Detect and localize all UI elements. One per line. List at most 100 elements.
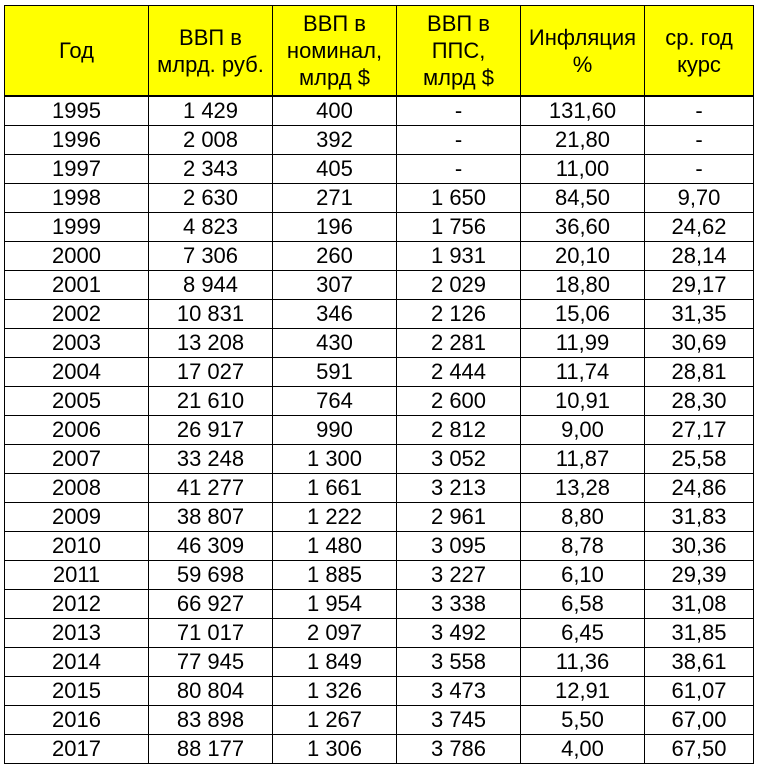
table-cell: 66 927	[148, 589, 273, 619]
table-cell: 392	[272, 125, 397, 155]
table-cell: 20,10	[520, 241, 645, 271]
table-cell: 28,14	[644, 241, 754, 271]
table-cell: 27,17	[644, 415, 754, 445]
table-cell: 24,86	[644, 473, 754, 503]
table-cell: 3 227	[396, 560, 521, 590]
table-cell: 2 029	[396, 270, 521, 300]
table-cell: 31,08	[644, 589, 754, 619]
table-cell: 2006	[4, 415, 149, 445]
column-header: Год	[4, 5, 149, 97]
column-header-line: курс	[677, 51, 721, 77]
table-cell: 67,00	[644, 705, 754, 735]
table-cell: 88 177	[148, 734, 273, 764]
table-cell: 10 831	[148, 299, 273, 329]
table-cell: 400	[272, 95, 397, 126]
table-cell: 21 610	[148, 386, 273, 416]
table-cell: 2 281	[396, 328, 521, 358]
column-header-line: ВВП в	[427, 11, 490, 36]
table-cell: 764	[272, 386, 397, 416]
table-cell: 1 326	[272, 676, 397, 706]
column-header-line: ср. год	[665, 24, 733, 50]
table-cell: 80 804	[148, 676, 273, 706]
table-cell: -	[644, 125, 754, 155]
table-cell: 1 267	[272, 705, 397, 735]
table-cell: -	[644, 95, 754, 126]
table-cell: 2016	[4, 705, 149, 735]
column-header-line: %	[572, 51, 593, 77]
table-cell: 4,00	[520, 734, 645, 764]
table-cell: 196	[272, 212, 397, 242]
table-row: 2003 13 208 430 2 281 11,99 30,69	[4, 328, 754, 358]
table-cell: -	[396, 95, 521, 126]
column-header-line: ВВП в	[303, 11, 366, 36]
table-cell: 1 661	[272, 473, 397, 503]
table-cell: 13,28	[520, 473, 645, 503]
column-header-line: ППС,	[431, 38, 486, 63]
table-row: 2006 26 917 990 2 812 9,00 27,17	[4, 415, 754, 445]
table-cell: 1 954	[272, 589, 397, 619]
table-cell: 2012	[4, 589, 149, 619]
table-cell: 2014	[4, 647, 149, 677]
table-cell: 25,58	[644, 444, 754, 474]
table-cell: 11,36	[520, 647, 645, 677]
table-row: 2002 10 831 346 2 126 15,06 31,35	[4, 299, 754, 329]
table-row: 2004 17 027 591 2 444 11,74 28,81	[4, 357, 754, 387]
table-cell: 1 222	[272, 502, 397, 532]
table-row: 1996 2 008 392-21,80-	[4, 125, 754, 155]
table-cell: 1 300	[272, 444, 397, 474]
table-row: 2008 41 277 1 661 3 213 13,28 24,86	[4, 473, 754, 503]
table-cell: 15,06	[520, 299, 645, 329]
table-cell: 7 306	[148, 241, 273, 271]
table-cell: 990	[272, 415, 397, 445]
table-cell: 260	[272, 241, 397, 271]
table-cell: 1999	[4, 212, 149, 242]
column-header: ср. год курс	[644, 5, 754, 97]
table-cell: 21,80	[520, 125, 645, 155]
table-cell: 9,70	[644, 183, 754, 213]
table-cell: 1 885	[272, 560, 397, 590]
table-cell: 3 338	[396, 589, 521, 619]
table-cell: 30,36	[644, 531, 754, 561]
table-row: 2005 21 610 764 2 600 10,91 28,30	[4, 386, 754, 416]
table-cell: 1 306	[272, 734, 397, 764]
table-cell: 1 756	[396, 212, 521, 242]
table-cell: 2 630	[148, 183, 273, 213]
table-cell: 3 492	[396, 618, 521, 648]
table-cell: -	[396, 125, 521, 155]
table-row: 2007 33 248 1 300 3 052 11,87 25,58	[4, 444, 754, 474]
table-cell: 6,45	[520, 618, 645, 648]
table-cell: 1997	[4, 154, 149, 184]
table-cell: 29,39	[644, 560, 754, 590]
table-cell: 1 650	[396, 183, 521, 213]
table-cell: -	[644, 154, 754, 184]
table-cell: 2007	[4, 444, 149, 474]
table-row: 1999 4 823 196 1 756 36,60 24,62	[4, 212, 754, 242]
table-cell: 3 213	[396, 473, 521, 503]
column-header-line: млрд $	[299, 65, 370, 90]
table-cell: 31,83	[644, 502, 754, 532]
column-header: ВВП в млрд. руб.	[148, 5, 273, 97]
table-row: 1998 2 630 271 1 650 84,50 9,70	[4, 183, 754, 213]
table-cell: 59 698	[148, 560, 273, 590]
column-header-line: Инфляция	[528, 24, 637, 50]
table-cell: 24,62	[644, 212, 754, 242]
table-cell: 77 945	[148, 647, 273, 677]
table-cell: 1 849	[272, 647, 397, 677]
column-header: ВВП в ППС, млрд $	[396, 5, 521, 97]
data-table: Год ВВП в млрд. руб. ВВП в номинал, млрд $ ВВП…	[4, 5, 754, 764]
table-cell: 3 558	[396, 647, 521, 677]
table-cell: 10,91	[520, 386, 645, 416]
table-row: 2013 71 017 2 097 3 492 6,45 31,85	[4, 618, 754, 648]
table-cell: 11,87	[520, 444, 645, 474]
table-cell: 71 017	[148, 618, 273, 648]
table-row: 1995 1 429 400-131,60-	[4, 95, 754, 126]
table-cell: 1998	[4, 183, 149, 213]
table-cell: 17 027	[148, 357, 273, 387]
table-cell: 1995	[4, 95, 149, 126]
column-header: Инфляция%	[520, 5, 645, 97]
table-cell: 2 097	[272, 618, 397, 648]
table-row: 2011 59 698 1 885 3 227 6,10 29,39	[4, 560, 754, 590]
table-cell: 18,80	[520, 270, 645, 300]
column-header: ВВП в номинал, млрд $	[272, 5, 397, 97]
table-cell: 9,00	[520, 415, 645, 445]
